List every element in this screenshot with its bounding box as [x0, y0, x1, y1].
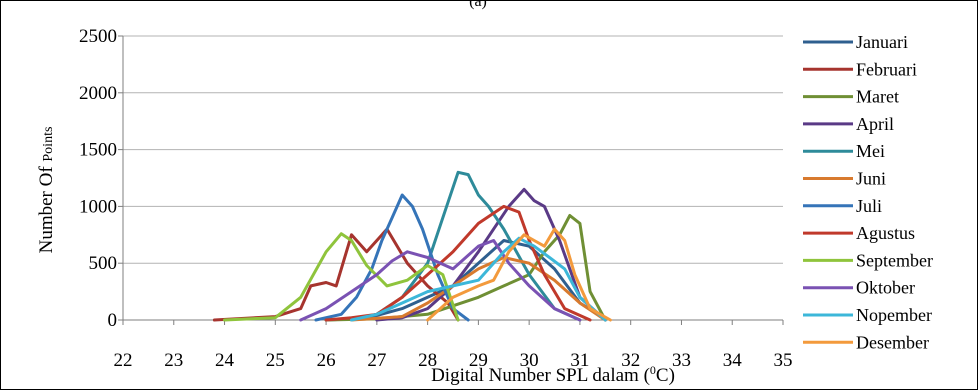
x-axis-title: Digital Number SPL dalam (0C) [431, 363, 675, 386]
x-tick-label: 23 [164, 350, 183, 371]
x-tick-label: 31 [570, 350, 589, 371]
legend-label-februari: Februari [856, 59, 917, 79]
x-tick-label: 29 [469, 350, 488, 371]
series-line-juli [314, 193, 470, 322]
x-tick-label: 22 [114, 350, 133, 371]
y-tick-label: 2500 [79, 26, 117, 47]
series-line-februari [212, 227, 460, 322]
x-tick-label: 34 [723, 350, 743, 371]
y-axis-title: Number Of Points [36, 127, 57, 254]
gridlines [123, 35, 783, 264]
x-axis-title-superscript: 0 [650, 363, 656, 377]
legend: Januari Februari Maret April Mei Juni Juli Agus… [803, 32, 933, 352]
series-line-juni [350, 256, 607, 322]
legend-label-oktober: Oktober [856, 278, 915, 298]
series-line-desember [426, 227, 612, 322]
legend-label-maret: Maret [856, 87, 899, 107]
series-line-oktober [299, 239, 582, 322]
y-tick-label: 1000 [79, 196, 117, 217]
legend-label-nopember: Nopember [856, 305, 932, 325]
x-tick-label: 35 [774, 350, 793, 371]
y-tick-label: 500 [89, 253, 118, 274]
legend-label-januari: Januari [856, 32, 908, 52]
y-tick-label: 1500 [79, 140, 117, 161]
x-tick-label: 24 [215, 350, 235, 371]
x-tick-label: 32 [621, 350, 640, 371]
x-tick-label: 25 [266, 350, 285, 371]
legend-label-desember: Desember [856, 332, 929, 352]
series-line-april [375, 187, 607, 322]
x-tick-label: 30 [520, 350, 539, 371]
legend-label-agustus: Agustus [856, 223, 915, 243]
x-tick-label: 28 [418, 350, 437, 371]
y-tick-label: 2000 [79, 83, 117, 104]
x-tick-label: 33 [672, 350, 691, 371]
panel-label: (a) [469, 0, 487, 10]
series-line-nopember [350, 236, 607, 322]
y-tick-label: 0 [108, 310, 118, 331]
tick-labels: 0 500 1000 1500 2000 2500 22 23 24 25 26 27 28 29 30 31… [79, 26, 793, 371]
legend-label-april: April [856, 114, 894, 134]
x-tick-label: 27 [367, 350, 386, 371]
y-axis-title-main: Number Of [36, 162, 57, 254]
x-axis-title-main: Digital Number SPL dalam ( [431, 365, 650, 386]
series-line-september [223, 232, 460, 322]
legend-label-juli: Juli [856, 196, 882, 216]
x-tick-label: 26 [317, 350, 336, 371]
legend-label-september: September [856, 250, 933, 270]
series-lines [212, 170, 612, 322]
series-line-maret [324, 214, 607, 322]
y-axis-title-small: Points [41, 127, 56, 162]
legend-label-mei: Mei [856, 141, 885, 161]
x-axis-title-end: C) [656, 365, 675, 386]
legend-label-juni: Juni [856, 169, 886, 189]
